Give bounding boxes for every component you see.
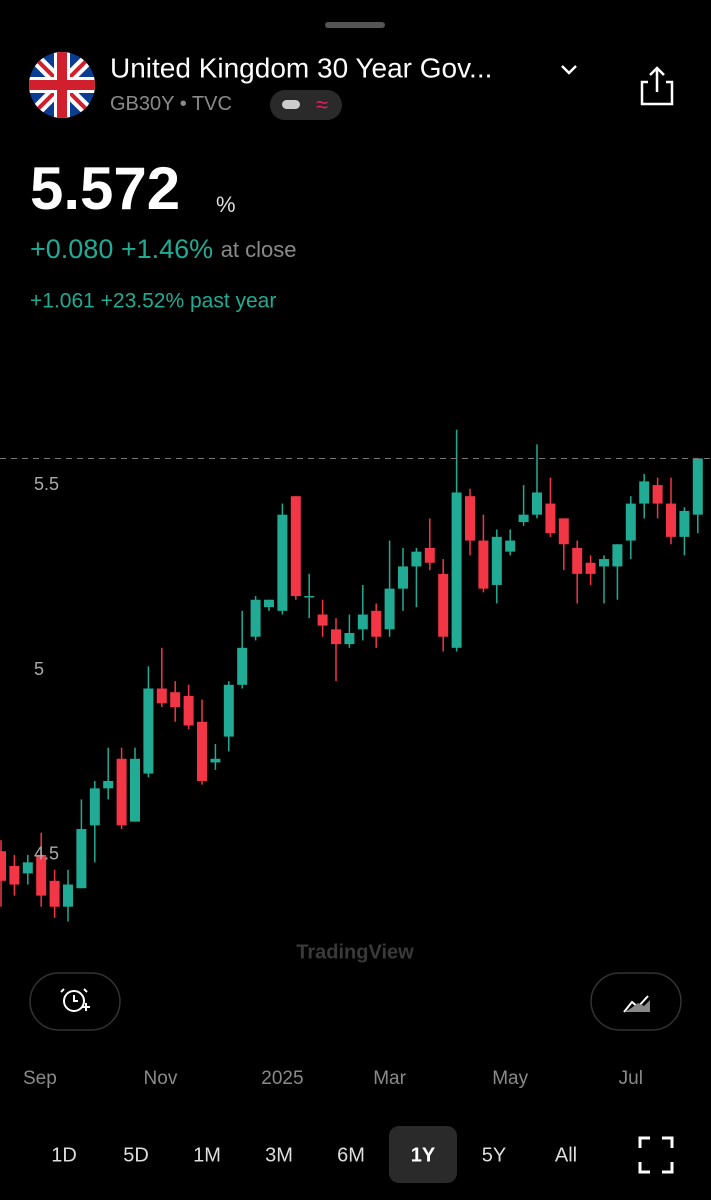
candle-body (612, 544, 623, 567)
candle-body (505, 540, 516, 552)
range-button[interactable]: 1M (193, 1144, 221, 1166)
candle-body (545, 503, 556, 534)
y-tick-label: 5 (34, 659, 44, 679)
candle-body (237, 647, 248, 685)
y-tick-label: 4.5 (34, 844, 59, 864)
candle-body (49, 880, 60, 907)
flag-icon (29, 52, 95, 118)
candle-body (63, 884, 73, 907)
candle-body (116, 758, 127, 826)
x-tick-label: May (492, 1068, 528, 1089)
chart-style-button[interactable] (590, 972, 682, 1031)
range-button[interactable]: All (555, 1144, 577, 1166)
change-line: +0.080 +1.46% at close (30, 234, 297, 264)
chart: TradingView 4.5 5 5.5 Sep Nov 2025 Mar May Jul (0, 429, 711, 1089)
candle-body (398, 566, 408, 589)
change-note: at close (221, 237, 297, 262)
candle-body (625, 503, 636, 541)
x-tick-label: Jul (619, 1068, 643, 1089)
candle-body (478, 540, 489, 589)
candle-body (130, 758, 140, 822)
candle-body (103, 780, 114, 789)
candle-body (331, 629, 341, 645)
range-button[interactable]: 5Y (482, 1144, 506, 1166)
candle-body (692, 458, 703, 515)
price-unit: % (216, 192, 236, 217)
candle-body (76, 829, 87, 889)
candle-body (223, 684, 234, 737)
candle-body (371, 610, 382, 637)
title-chevron[interactable] (561, 65, 577, 75)
badge-icon: ≈ (316, 92, 328, 117)
ticker: GB30Y (110, 93, 174, 115)
candle-body (518, 514, 529, 523)
range-bar: 1D 5D 1M 3M 6M 1Y 5Y All (51, 1126, 577, 1183)
x-tick-label: 2025 (261, 1068, 303, 1089)
candle-body (290, 496, 301, 597)
candle-body (143, 688, 154, 774)
x-tick-label: Sep (23, 1068, 57, 1089)
candle-body (424, 547, 435, 563)
symbol-code: GB30Y • TVC (110, 93, 232, 115)
candle-body (491, 536, 502, 585)
candle-body (344, 633, 355, 645)
year-change: +1.061 +23.52% past year (30, 290, 276, 313)
candle-body (585, 562, 596, 574)
candle-body (679, 510, 690, 537)
candle-body (197, 721, 207, 781)
candle-body (156, 688, 167, 704)
y-tick-label: 5.5 (34, 474, 59, 494)
candle-body (451, 492, 462, 648)
range-button[interactable]: 6M (337, 1144, 365, 1166)
candle-body (465, 496, 475, 541)
candle-body (250, 599, 261, 637)
candle-body (438, 573, 449, 637)
candle-body (666, 503, 676, 537)
alert-button[interactable] (29, 972, 121, 1031)
candle-body (9, 866, 20, 885)
candle-body (317, 614, 328, 626)
candle-body (652, 485, 663, 504)
candle-body (277, 514, 288, 611)
drag-handle (325, 22, 385, 28)
exchange: TVC (192, 93, 232, 115)
candle-body (639, 481, 650, 504)
candle-body (558, 518, 569, 545)
candle-body (599, 559, 609, 567)
change: +0.080 +1.46% (30, 234, 213, 264)
x-tick-label: Nov (144, 1068, 178, 1089)
share-button[interactable] (640, 66, 674, 106)
range-button[interactable]: 1Y (411, 1144, 436, 1166)
range-selected (389, 1126, 457, 1183)
candle-body (384, 588, 395, 630)
candle-body (304, 596, 315, 598)
candle-body (36, 854, 47, 896)
candle-body (0, 851, 6, 881)
fullscreen-button[interactable] (638, 1136, 674, 1174)
candle-body (411, 551, 422, 567)
range-button[interactable]: 5D (123, 1144, 149, 1166)
separator: • (180, 93, 187, 115)
watermark: TradingView (296, 941, 414, 963)
price: 5.572 (30, 155, 180, 222)
candle-body (183, 695, 194, 726)
candle-body (532, 492, 542, 515)
range-button[interactable]: 1D (51, 1144, 77, 1166)
candle-body (89, 788, 100, 826)
candle-body (264, 599, 274, 608)
candle-body (170, 692, 181, 707)
candle-body (357, 614, 368, 630)
badge-dot (282, 100, 300, 109)
candle-body (572, 547, 583, 574)
x-tick-label: Mar (373, 1068, 406, 1089)
symbol-title[interactable]: United Kingdom 30 Year Gov... (110, 52, 492, 83)
range-button[interactable]: 3M (265, 1144, 293, 1166)
candle-body (210, 758, 221, 763)
candle-body (22, 862, 33, 874)
status-badge (270, 90, 342, 120)
